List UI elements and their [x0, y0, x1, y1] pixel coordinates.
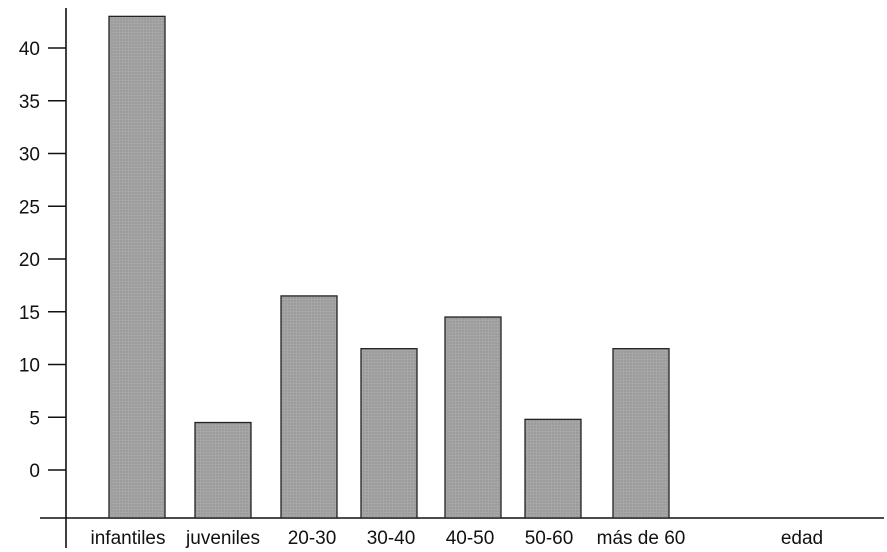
- x-category-label: juveniles: [185, 528, 260, 549]
- y-tick-label: 30: [19, 145, 40, 166]
- y-tick-label: 10: [19, 356, 40, 377]
- bar-0: [108, 15, 166, 519]
- y-tick-label: 35: [19, 92, 40, 113]
- bar-6: [612, 348, 670, 519]
- x-category-label: infantiles: [91, 528, 166, 549]
- x-category-label: más de 60: [597, 528, 686, 549]
- labels: 0 5 10 15 20 25 30 35 40 infantiles juveniles 20-30…: [19, 39, 823, 549]
- bars: [108, 15, 670, 519]
- bar-3: [360, 348, 418, 519]
- x-category-label: 40-50: [446, 528, 495, 549]
- bar-5: [524, 418, 582, 519]
- y-tick-label: 5: [29, 408, 40, 429]
- x-category-label: 30-40: [367, 528, 416, 549]
- y-tick-label: 40: [19, 39, 40, 60]
- y-tick-label: 20: [19, 250, 40, 271]
- x-category-label: 20-30: [288, 528, 337, 549]
- bar-4: [444, 316, 502, 519]
- y-tick-label: 0: [29, 461, 40, 482]
- x-category-label: 50-60: [525, 528, 574, 549]
- y-tick-label: 25: [19, 197, 40, 218]
- bar-1: [194, 421, 252, 519]
- y-tick-label: 15: [19, 303, 40, 324]
- x-axis-title: edad: [781, 528, 823, 549]
- bar-2: [280, 295, 338, 519]
